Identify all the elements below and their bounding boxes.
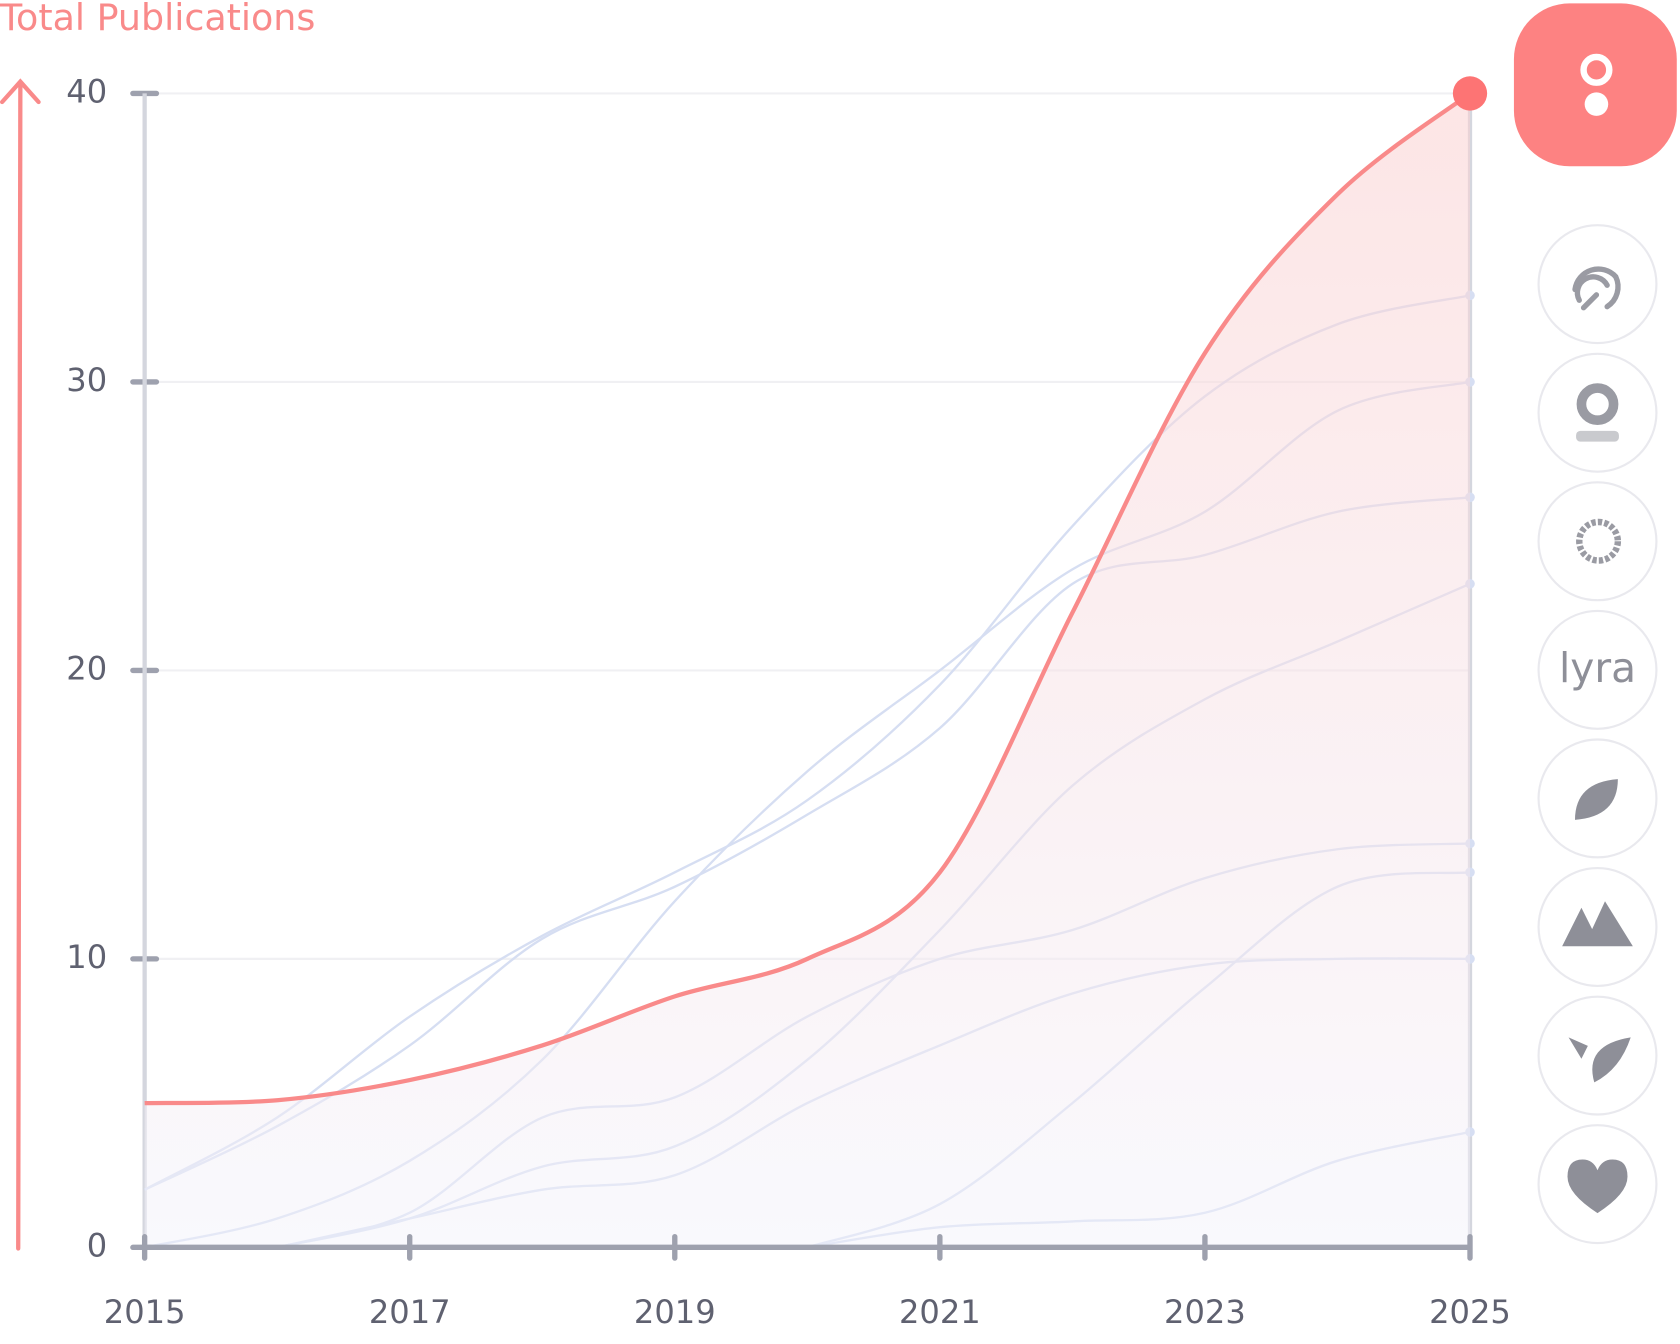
x-tick-label: 2025 — [1429, 1293, 1511, 1331]
icon-glyph — [1567, 1159, 1628, 1214]
end-point — [1452, 76, 1488, 111]
x-tick-label: 2021 — [899, 1293, 981, 1331]
y-tick-label: 0 — [87, 1226, 107, 1264]
legend-icon[interactable] — [1537, 224, 1658, 345]
x-tick-label: 2017 — [369, 1293, 451, 1331]
legend-label: lyra — [1559, 644, 1636, 692]
icon-glyph — [1576, 430, 1619, 442]
legend-icon[interactable] — [1537, 352, 1658, 473]
icon-glyph — [1568, 1037, 1631, 1083]
legend-icon[interactable] — [1537, 609, 1658, 730]
icon-glyph — [1584, 92, 1609, 116]
y-tick-label: 30 — [66, 361, 107, 399]
y-arrow-head — [0, 78, 41, 105]
area — [144, 93, 1471, 1248]
x-tick-label: 2019 — [634, 1293, 716, 1331]
icon-glyph — [1575, 779, 1618, 820]
legend: lyra — [1513, 3, 1677, 1245]
y-tick-label: 10 — [66, 938, 107, 976]
y-tick-label: 40 — [66, 72, 107, 110]
icon-glyph — [1562, 901, 1633, 947]
x-tick-label: 2015 — [104, 1293, 186, 1331]
y-axis-title: Total Publications — [0, 0, 315, 39]
plot: 0 10 20 30 40 2015 2017 2019 2021 2023 2025 — [66, 72, 1511, 1330]
legend-icon[interactable] — [1537, 481, 1658, 602]
y-tick-label: 20 — [66, 649, 107, 687]
icon-glyph — [1572, 266, 1621, 311]
y-arrow — [16, 81, 23, 1251]
x-tick-label: 2023 — [1164, 1293, 1246, 1331]
icon-glyph — [1576, 383, 1619, 426]
icon-glyph — [1576, 518, 1622, 564]
highlight-line — [144, 91, 1472, 1106]
icon-glyph — [1580, 53, 1613, 86]
